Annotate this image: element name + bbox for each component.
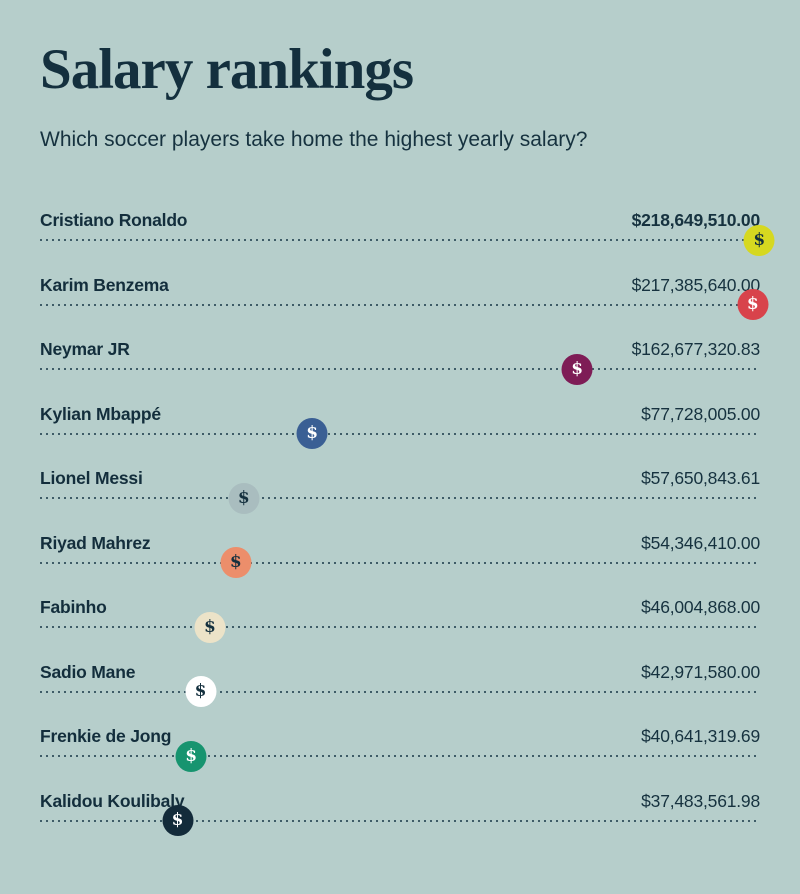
- dollar-icon: $: [203, 616, 216, 637]
- player-row-labels: Neymar JR $162,677,320.83: [40, 339, 760, 360]
- player-name: Sadio Mane: [40, 661, 136, 682]
- salary-dot-marker: $: [185, 676, 217, 708]
- player-row: Cristiano Ronaldo $218,649,510.00 $: [40, 202, 775, 267]
- salary-dot-marker: $: [175, 740, 207, 772]
- player-name: Fabinho: [40, 597, 107, 618]
- player-row-labels: Cristiano Ronaldo $218,649,510.00: [40, 210, 760, 231]
- player-name: Riyad Mahrez: [40, 532, 151, 553]
- player-row-labels: Karim Benzema $217,385,640.00: [40, 275, 760, 296]
- dollar-icon: $: [306, 423, 319, 444]
- dollar-icon: $: [171, 810, 184, 831]
- salary-dot-marker: $: [743, 224, 775, 256]
- dollar-icon: $: [229, 552, 242, 573]
- salary-dot-marker: $: [561, 353, 593, 385]
- player-salary: $54,346,410.00: [641, 532, 760, 553]
- dotted-guide-line: [40, 690, 760, 693]
- player-row: Lionel Messi $57,650,843.61 $: [40, 460, 760, 525]
- player-row-labels: Sadio Mane $42,971,580.00: [40, 662, 760, 683]
- player-row-labels: Riyad Mahrez $54,346,410.00: [40, 533, 760, 554]
- dotted-guide-line: [40, 561, 760, 564]
- player-salary: $37,483,561.98: [641, 790, 760, 811]
- salary-dot-marker: $: [162, 805, 194, 837]
- salary-dot-marker: $: [220, 547, 252, 579]
- dotted-guide-line: [40, 497, 760, 500]
- dollar-icon: $: [194, 681, 207, 702]
- player-row: Riyad Mahrez $54,346,410.00 $: [40, 525, 760, 590]
- salary-dot-marker: $: [296, 418, 328, 450]
- player-row: Frenkie de Jong $40,641,319.69 $: [40, 718, 760, 783]
- player-name: Kalidou Koulibaly: [40, 790, 185, 811]
- player-row: Neymar JR $162,677,320.83 $: [40, 331, 760, 396]
- dollar-icon: $: [185, 745, 198, 766]
- dotted-guide-line: [40, 819, 760, 822]
- dollar-icon: $: [237, 487, 250, 508]
- player-row: Karim Benzema $217,385,640.00 $: [40, 267, 769, 332]
- dotted-guide-line: [40, 303, 760, 306]
- player-salary: $42,971,580.00: [641, 661, 760, 682]
- player-name: Karim Benzema: [40, 274, 169, 295]
- player-row-labels: Fabinho $46,004,868.00: [40, 597, 760, 618]
- player-row: Kalidou Koulibaly $37,483,561.98 $: [40, 783, 760, 848]
- dotted-guide-line: [40, 368, 760, 371]
- player-salary: $46,004,868.00: [641, 597, 760, 618]
- player-salary: $218,649,510.00: [631, 210, 761, 231]
- player-row-labels: Frenkie de Jong $40,641,319.69: [40, 726, 760, 747]
- dollar-icon: $: [746, 294, 759, 315]
- player-name: Frenkie de Jong: [40, 726, 172, 747]
- player-salary: $217,385,640.00: [631, 274, 761, 295]
- player-salary: $40,641,319.69: [641, 726, 760, 747]
- player-row: Fabinho $46,004,868.00 $: [40, 589, 760, 654]
- salary-dot-marker: $: [737, 289, 769, 321]
- page-subtitle: Which soccer players take home the highe…: [40, 127, 588, 151]
- player-name: Cristiano Ronaldo: [40, 210, 188, 231]
- player-row-labels: Kalidou Koulibaly $37,483,561.98: [40, 791, 760, 812]
- player-salary: $162,677,320.83: [631, 339, 761, 360]
- dollar-icon: $: [753, 229, 766, 250]
- dotted-guide-line: [40, 239, 760, 242]
- player-name: Neymar JR: [40, 339, 130, 360]
- ranking-list: Cristiano Ronaldo $218,649,510.00 $ Karim B…: [40, 202, 775, 848]
- player-salary: $57,650,843.61: [641, 468, 760, 489]
- player-row-labels: Lionel Messi $57,650,843.61: [40, 468, 760, 489]
- player-row-labels: Kylian Mbappé $77,728,005.00: [40, 404, 760, 425]
- salary-dot-marker: $: [228, 482, 260, 514]
- page-title: Salary rankings: [40, 38, 414, 101]
- player-row: Kylian Mbappé $77,728,005.00 $: [40, 396, 760, 461]
- player-salary: $77,728,005.00: [641, 403, 760, 424]
- dotted-guide-line: [40, 432, 760, 435]
- dotted-guide-line: [40, 626, 760, 629]
- salary-dot-marker: $: [194, 611, 226, 643]
- dotted-guide-line: [40, 755, 760, 758]
- player-name: Lionel Messi: [40, 468, 143, 489]
- dollar-icon: $: [571, 358, 584, 379]
- player-name: Kylian Mbappé: [40, 403, 161, 424]
- player-row: Sadio Mane $42,971,580.00 $: [40, 654, 760, 719]
